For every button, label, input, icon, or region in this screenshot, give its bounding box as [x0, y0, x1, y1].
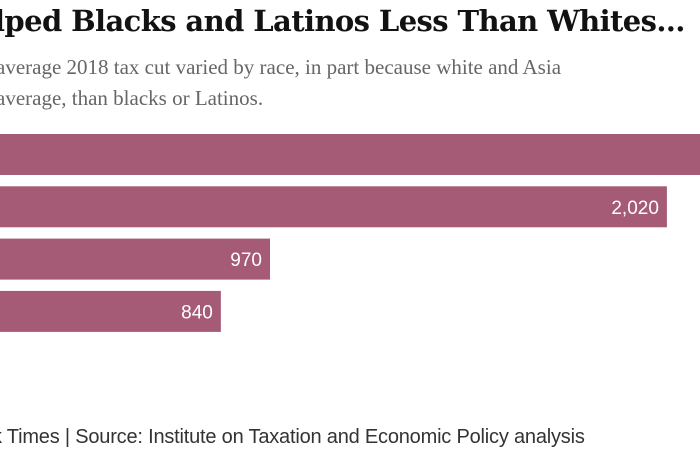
- subtitle-line-2: average, than blacks or Latinos.: [0, 86, 264, 110]
- chart-subtitle: average 2018 tax cut varied by race, in …: [0, 52, 561, 114]
- bar-value-label-1: 2,020: [611, 198, 659, 219]
- bar-2: [0, 238, 270, 280]
- bar-value-label-2: 970: [230, 250, 262, 271]
- subtitle-line-1: average 2018 tax cut varied by race, in …: [0, 55, 562, 79]
- bar-3: [0, 290, 221, 332]
- bar-1: [0, 186, 667, 228]
- bar-0: [0, 134, 700, 175]
- source-credit: k Times | Source: Institute on Taxation …: [0, 426, 585, 448]
- chart-title: lped Blacks and Latinos Less Than Whites…: [0, 4, 685, 38]
- bar-value-label-3: 840: [181, 302, 213, 323]
